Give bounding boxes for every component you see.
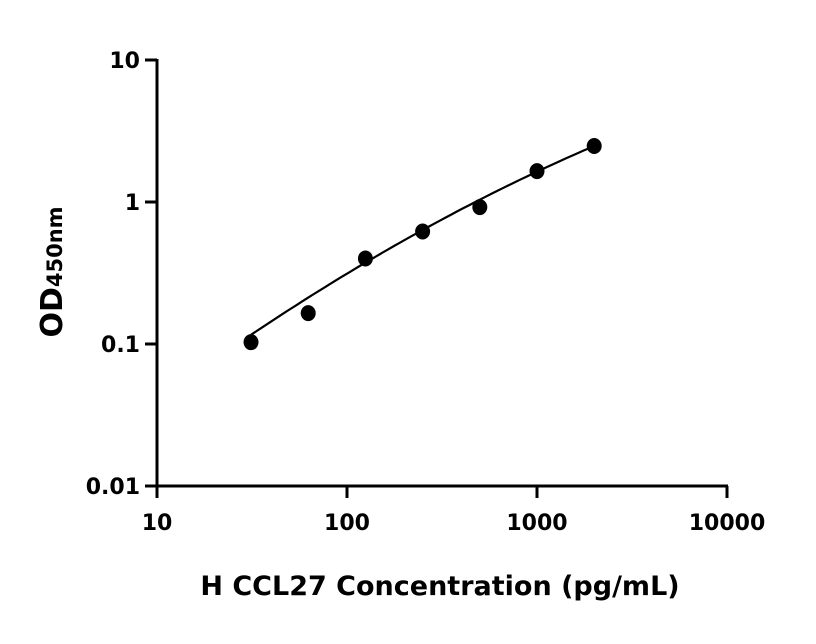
data-point (357, 250, 373, 267)
data-point (529, 163, 545, 180)
data-point (243, 334, 259, 351)
data-point (586, 137, 602, 154)
data-point (415, 223, 431, 240)
y-axis-label-main: OD (35, 287, 70, 337)
y-axis-label: OD450nm (35, 206, 70, 337)
x-tick-label: 10000 (689, 511, 766, 536)
x-tick-label: 100 (324, 511, 370, 536)
y-tick-label: 1 (125, 191, 140, 216)
x-tick-label: 1000 (506, 511, 567, 536)
data-point (472, 199, 488, 216)
x-axis-label: H CCL27 Concentration (pg/mL) (200, 571, 679, 602)
data-point (300, 305, 316, 322)
x-tick-label: 10 (142, 511, 173, 536)
y-axis-label-subscript: 450nm (43, 206, 67, 287)
y-tick-label: 10 (109, 49, 140, 74)
y-tick-label: 0.1 (101, 333, 140, 358)
y-tick-label: 0.01 (86, 475, 140, 500)
data-points (243, 137, 602, 351)
axes: 10 100 1000 10000 0.01 0.1 1 10 (86, 49, 766, 536)
